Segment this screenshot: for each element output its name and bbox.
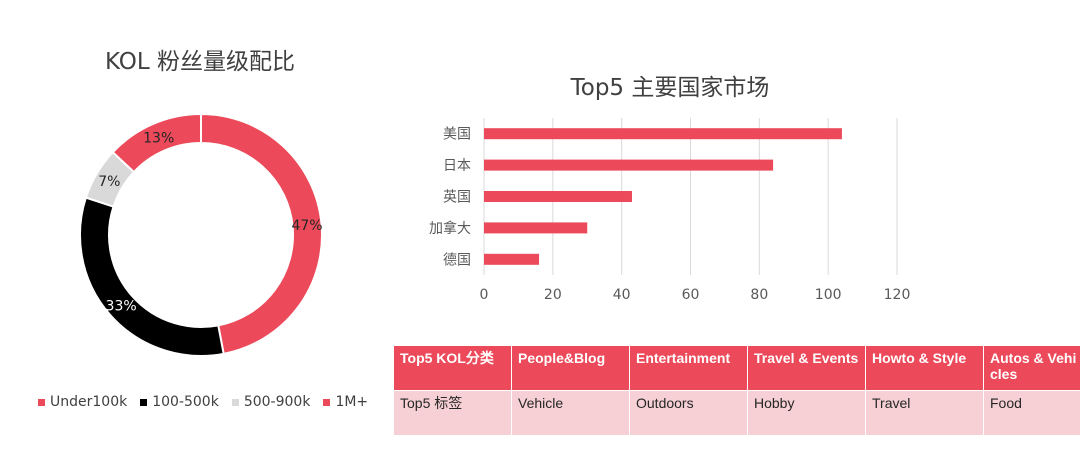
legend-label: Under100k [50, 394, 128, 410]
table-header-cell: Travel & Events [747, 345, 866, 391]
table-cell: Vehicle [511, 390, 630, 436]
kol-category-table: Top5 KOL分类 People&Blog Entertainment Tra… [393, 345, 1080, 436]
y-category-label: 德国 [443, 252, 471, 268]
table-header-cell: Top5 KOL分类 [393, 345, 512, 391]
legend-label: 500-900k [243, 394, 311, 410]
legend-swatch [38, 398, 45, 406]
table-header-cell: Entertainment [629, 345, 748, 391]
y-category-label: 加拿大 [429, 220, 471, 237]
table-header-row: Top5 KOL分类 People&Blog Entertainment Tra… [393, 345, 1080, 391]
y-category-label: 日本 [443, 158, 471, 174]
donut-legend: Under100k 100-500k 500-900k 1M+ [38, 391, 381, 413]
x-tick-label: 20 [544, 287, 562, 303]
donut-slice [111, 112, 202, 174]
bar-chart-title: Top5 主要国家市场 [570, 75, 770, 101]
table-cell: Top5 标签 [393, 390, 512, 436]
bar [484, 222, 588, 234]
legend-item-100-500k: 100-500k [140, 394, 219, 410]
table-cell: Travel [865, 390, 984, 436]
bar [484, 191, 632, 202]
donut-data-label: 7% [98, 174, 120, 190]
bar [484, 159, 774, 171]
legend-label: 1M+ [335, 394, 369, 410]
table-cell: Hobby [747, 390, 866, 436]
donut-slice [200, 112, 323, 356]
x-tick-label: 60 [682, 287, 700, 303]
x-tick-label: 0 [480, 287, 489, 303]
y-category-label: 美国 [443, 127, 471, 143]
donut-data-label: 33% [106, 298, 137, 314]
legend-item-500-900k: 500-900k [231, 394, 311, 410]
x-tick-label: 80 [750, 287, 768, 303]
table-cell: Outdoors [629, 390, 748, 436]
table-header-cell: People&Blog [511, 345, 630, 391]
bar [484, 253, 540, 265]
x-tick-label: 100 [815, 287, 842, 303]
legend-swatch [323, 398, 331, 406]
legend-item-under100k: Under100k [38, 394, 127, 410]
table-header-cell: Howto & Style [865, 345, 984, 391]
x-tick-label: 40 [613, 287, 631, 303]
table-cell: Food [983, 390, 1080, 436]
y-category-label: 英国 [443, 189, 471, 206]
legend-swatch [140, 398, 148, 406]
donut-data-label: 13% [143, 130, 174, 146]
donut-chart: 47% 33% 7% 13% [79, 112, 323, 357]
table-header-cell: Autos & Vehicles [983, 345, 1080, 391]
x-tick-label: 120 [884, 287, 911, 303]
legend-swatch [231, 398, 239, 406]
donut-data-label: 47% [291, 218, 322, 234]
table-row: Top5 标签 Vehicle Outdoors Hobby Travel Fo… [393, 390, 1080, 436]
legend-label: 100-500k [152, 394, 219, 410]
legend-item-1m-plus: 1M+ [323, 394, 368, 410]
donut-chart-title: KOL 粉丝量级配比 [104, 49, 296, 75]
bar [484, 128, 842, 140]
